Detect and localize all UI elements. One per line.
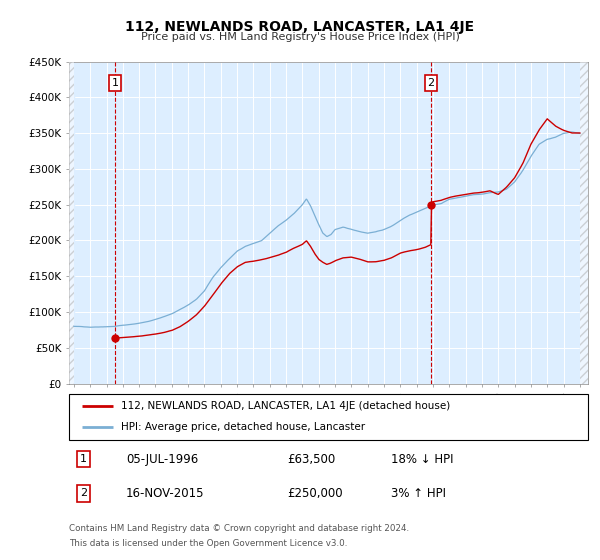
Text: £63,500: £63,500 bbox=[287, 453, 335, 466]
FancyBboxPatch shape bbox=[69, 394, 588, 440]
Text: Contains HM Land Registry data © Crown copyright and database right 2024.: Contains HM Land Registry data © Crown c… bbox=[69, 524, 409, 533]
Bar bbox=[69, 62, 74, 384]
Bar bbox=[580, 62, 588, 384]
Text: Price paid vs. HM Land Registry's House Price Index (HPI): Price paid vs. HM Land Registry's House … bbox=[140, 32, 460, 43]
Text: 05-JUL-1996: 05-JUL-1996 bbox=[126, 453, 199, 466]
Text: 112, NEWLANDS ROAD, LANCASTER, LA1 4JE: 112, NEWLANDS ROAD, LANCASTER, LA1 4JE bbox=[125, 20, 475, 34]
Text: 2: 2 bbox=[80, 488, 87, 498]
Text: 18% ↓ HPI: 18% ↓ HPI bbox=[391, 453, 453, 466]
Text: 112, NEWLANDS ROAD, LANCASTER, LA1 4JE (detached house): 112, NEWLANDS ROAD, LANCASTER, LA1 4JE (… bbox=[121, 401, 450, 411]
Text: 1: 1 bbox=[80, 454, 87, 464]
Text: This data is licensed under the Open Government Licence v3.0.: This data is licensed under the Open Gov… bbox=[69, 539, 347, 548]
Text: 16-NOV-2015: 16-NOV-2015 bbox=[126, 487, 205, 500]
Text: 1: 1 bbox=[112, 78, 118, 88]
Text: £250,000: £250,000 bbox=[287, 487, 343, 500]
Text: 2: 2 bbox=[427, 78, 434, 88]
Bar bbox=[69, 62, 74, 384]
Text: HPI: Average price, detached house, Lancaster: HPI: Average price, detached house, Lanc… bbox=[121, 422, 365, 432]
Text: 3% ↑ HPI: 3% ↑ HPI bbox=[391, 487, 446, 500]
Bar bbox=[580, 62, 588, 384]
